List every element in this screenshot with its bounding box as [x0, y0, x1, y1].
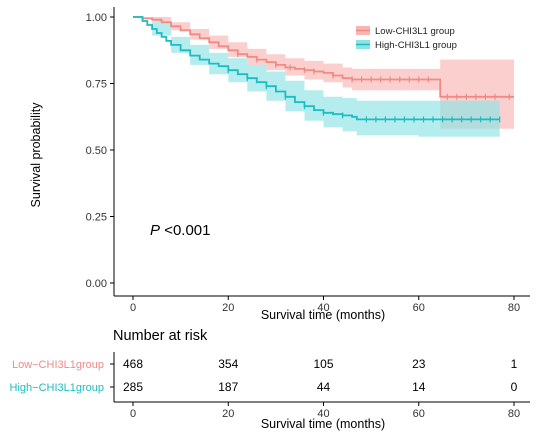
censor-marks — [227, 51, 510, 123]
survival-plot-area: 0.00 0.25 0.50 0.75 1.00 0 20 40 60 80 Survival … — [29, 7, 530, 322]
risk-count: 44 — [317, 380, 331, 394]
risk-count: 23 — [412, 357, 426, 371]
y-ticks: 0.00 0.25 0.50 0.75 1.00 — [86, 12, 114, 290]
risk-x-tick-label: 0 — [130, 408, 136, 420]
risk-count: 0 — [511, 380, 518, 394]
risk-count: 354 — [218, 357, 238, 371]
risk-numbers: 468 354 105 23 1 285 187 44 14 0 — [110, 357, 518, 394]
x-ticks: 0 20 40 60 80 — [130, 296, 520, 314]
x-tick-label: 20 — [222, 302, 234, 314]
risk-count: 14 — [412, 380, 426, 394]
risk-table-title: Number at risk — [113, 328, 208, 344]
risk-count: 187 — [218, 380, 238, 394]
risk-x-tick-label: 60 — [413, 408, 425, 420]
risk-count: 285 — [123, 380, 143, 394]
survival-line-1 — [133, 16, 500, 121]
y-axis-title: Survival probability — [29, 102, 43, 208]
y-tick-label: 0.00 — [86, 278, 107, 290]
x-axis-title: Survival time (months) — [261, 308, 385, 322]
risk-x-ticks: 0 20 40 60 80 — [130, 402, 520, 420]
risk-x-tick-label: 80 — [508, 408, 520, 420]
risk-table: Low−CHI3L1group High−CHI3L1group 468 354 1… — [10, 352, 530, 431]
x-tick-label: 80 — [508, 302, 520, 314]
p-value-annotation: P <0.001 — [150, 222, 210, 239]
risk-row-label-high: High−CHI3L1group — [10, 382, 104, 394]
legend: Low-CHI3L1 group High-CHI3L1 group — [356, 26, 457, 51]
risk-x-axis-title: Survival time (months) — [261, 417, 385, 431]
ci-band-1 — [133, 17, 500, 138]
y-tick-label: 0.75 — [86, 79, 107, 91]
y-tick-label: 0.25 — [86, 212, 107, 224]
y-tick-label: 0.50 — [86, 145, 107, 157]
risk-row-label-low: Low−CHI3L1group — [12, 359, 104, 371]
legend-label-high: High-CHI3L1 group — [375, 40, 457, 51]
risk-count: 468 — [123, 357, 143, 371]
risk-count: 105 — [313, 357, 333, 371]
p-value-text: <0.001 — [164, 222, 211, 239]
x-tick-label: 60 — [413, 302, 425, 314]
p-letter: P — [150, 222, 161, 239]
risk-x-tick-label: 20 — [222, 408, 234, 420]
risk-x-tick-label: 40 — [317, 408, 329, 420]
y-tick-label: 1.00 — [86, 12, 107, 24]
x-tick-label: 40 — [317, 302, 329, 314]
legend-label-low: Low-CHI3L1 group — [375, 26, 455, 37]
x-tick-label: 0 — [130, 302, 136, 314]
risk-count: 1 — [511, 357, 518, 371]
